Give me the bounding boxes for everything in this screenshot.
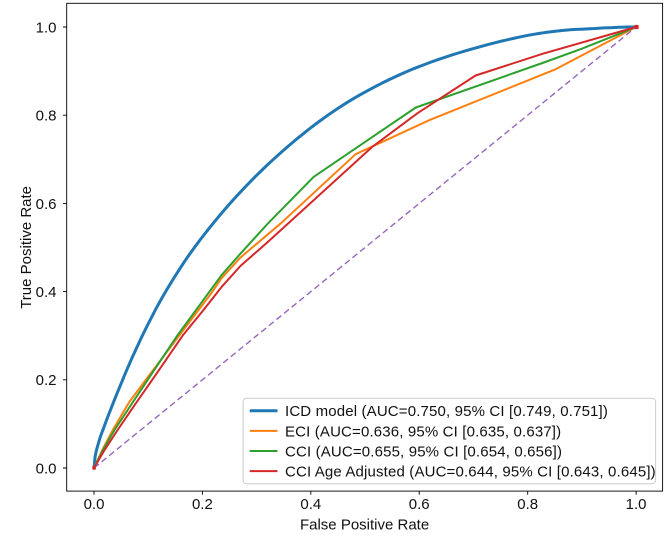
- svg-text:0.2: 0.2: [36, 372, 57, 389]
- svg-text:1.0: 1.0: [36, 19, 57, 36]
- svg-text:0.0: 0.0: [36, 460, 57, 477]
- svg-text:1.0: 1.0: [626, 496, 647, 513]
- svg-text:0.4: 0.4: [300, 496, 321, 513]
- svg-text:0.6: 0.6: [409, 496, 430, 513]
- svg-text:False Positive Rate: False Positive Rate: [300, 516, 429, 533]
- svg-text:0.4: 0.4: [36, 284, 57, 301]
- svg-text:0.2: 0.2: [192, 496, 213, 513]
- svg-text:ICD model (AUC=0.750, 95% CI [: ICD model (AUC=0.750, 95% CI [0.749, 0.7…: [285, 403, 608, 420]
- svg-text:CCI (AUC=0.655, 95% CI [0.654,: CCI (AUC=0.655, 95% CI [0.654, 0.656]): [285, 443, 562, 460]
- svg-text:0.0: 0.0: [84, 496, 105, 513]
- svg-text:CCI Age Adjusted (AUC=0.644, 9: CCI Age Adjusted (AUC=0.644, 95% CI [0.6…: [285, 464, 656, 481]
- svg-text:0.8: 0.8: [36, 108, 57, 125]
- svg-text:ECI (AUC=0.636, 95% CI [0.635,: ECI (AUC=0.636, 95% CI [0.635, 0.637]): [285, 423, 561, 440]
- svg-text:True Positive Rate: True Positive Rate: [18, 186, 35, 309]
- svg-text:0.8: 0.8: [517, 496, 538, 513]
- svg-text:0.6: 0.6: [36, 196, 57, 213]
